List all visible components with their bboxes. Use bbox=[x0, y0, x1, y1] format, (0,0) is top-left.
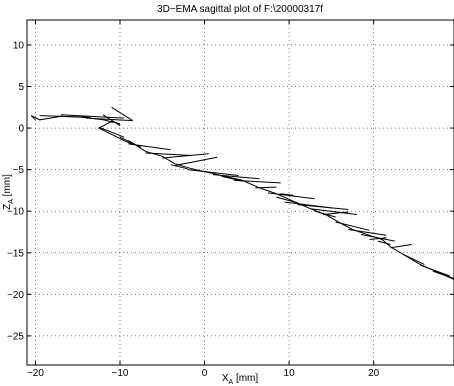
orientation-segment bbox=[98, 126, 125, 138]
x-axis-label-main: X bbox=[222, 373, 229, 384]
orientation-segment bbox=[60, 114, 125, 119]
orientation-segment bbox=[403, 253, 425, 265]
orientation-segment bbox=[30, 115, 36, 121]
y-tick-label: −20 bbox=[7, 290, 24, 301]
orientation-segment bbox=[187, 169, 239, 176]
orientation-segment bbox=[102, 114, 121, 127]
grid-lines bbox=[27, 20, 454, 365]
orientation-segment bbox=[348, 229, 387, 236]
orientation-segment bbox=[128, 143, 171, 151]
orientation-segment bbox=[369, 237, 387, 240]
orientation-segment bbox=[420, 264, 450, 277]
orientation-segment bbox=[276, 196, 298, 204]
x-tick-label: 0 bbox=[202, 368, 208, 379]
y-axis-label-main: Z bbox=[2, 204, 13, 210]
y-axis-label-unit: [mm] bbox=[2, 174, 13, 199]
y-tick-label: 0 bbox=[18, 124, 24, 135]
plot-area bbox=[26, 19, 454, 366]
orientation-segment bbox=[170, 164, 188, 170]
orientation-segment bbox=[390, 244, 412, 249]
x-axis-label-subscript: A bbox=[229, 379, 234, 386]
orientation-segment bbox=[174, 156, 218, 166]
x-axis-label-unit: [mm] bbox=[233, 373, 258, 384]
orientation-segment bbox=[111, 106, 133, 122]
orientation-segment bbox=[267, 192, 315, 200]
orientation-segment bbox=[145, 152, 192, 156]
y-tick-label: 5 bbox=[18, 82, 24, 93]
y-axis-label-subscript: A bbox=[8, 199, 15, 204]
orientation-segment bbox=[212, 174, 260, 180]
data-traces bbox=[30, 106, 454, 280]
x-tick-label: 20 bbox=[368, 368, 380, 379]
x-tick-label: −20 bbox=[27, 368, 44, 379]
x-tick-label: 10 bbox=[284, 368, 296, 379]
y-axis-label: ZA [mm] bbox=[2, 174, 15, 210]
y-tick-label: −15 bbox=[7, 248, 24, 259]
x-tick-label: −10 bbox=[112, 368, 129, 379]
orientation-segment bbox=[335, 221, 370, 231]
orientation-segment bbox=[297, 204, 349, 210]
orientation-segment bbox=[377, 240, 391, 245]
y-tick-label: 10 bbox=[13, 40, 25, 51]
orientation-segment bbox=[360, 234, 395, 242]
orientation-segment bbox=[255, 186, 277, 189]
orientation-segment bbox=[39, 115, 91, 118]
orientation-segment bbox=[221, 175, 243, 182]
orientation-segment bbox=[280, 193, 294, 196]
orientation-segment bbox=[310, 208, 357, 215]
x-axis-label: XA [mm] bbox=[222, 373, 259, 386]
chart-title: 3D−EMA sagittal plot of F:\20000317f bbox=[157, 4, 323, 15]
orientation-segment bbox=[314, 210, 336, 218]
y-tick-label: −25 bbox=[7, 331, 24, 342]
y-tick-label: −5 bbox=[13, 165, 25, 176]
orientation-segment bbox=[432, 270, 454, 279]
orientation-segment bbox=[322, 211, 349, 215]
orientation-segment bbox=[162, 153, 209, 159]
y-tick-label: −10 bbox=[7, 207, 24, 218]
axis-ticks: −20 −10 0 10 20 −25 −20 −15 −10 −5 0 5 10 bbox=[7, 20, 454, 379]
